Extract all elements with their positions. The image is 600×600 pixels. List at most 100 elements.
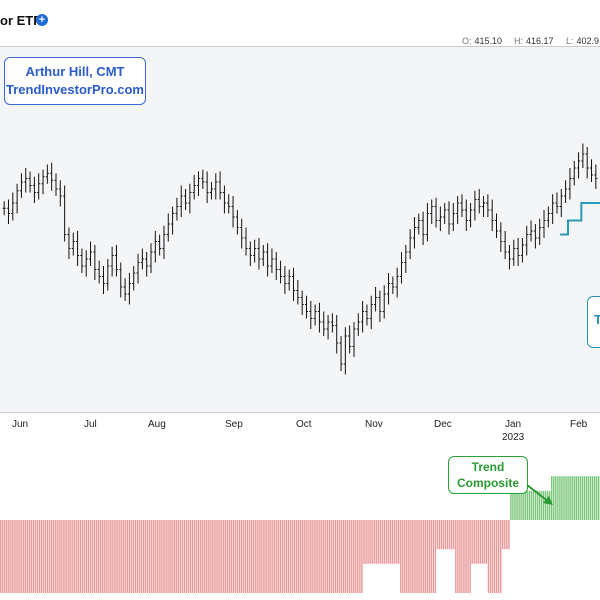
ohlc-low: L: 402.9	[566, 36, 600, 46]
indicator-bar	[85, 520, 88, 593]
indicator-bar	[63, 520, 65, 593]
indicator-bar	[487, 520, 490, 593]
indicator-bar	[302, 520, 304, 593]
ohlc-bar	[512, 239, 516, 266]
ohlc-bar	[41, 169, 45, 195]
ohlc-bar	[222, 185, 226, 214]
ohlc-bar	[140, 248, 144, 270]
indicator-bar	[91, 520, 94, 593]
ohlc-bar	[339, 336, 343, 371]
indicator-bar	[93, 520, 96, 593]
indicator-bar	[526, 490, 528, 520]
indicator-bar	[177, 520, 179, 593]
ohlc-bar	[110, 246, 114, 277]
ohlc-bar	[50, 162, 54, 191]
indicator-bar	[324, 520, 326, 593]
ohlc-bar	[76, 231, 80, 266]
ohlc-bar	[253, 239, 257, 263]
ohlc-bar	[19, 173, 23, 198]
indicator-bar	[53, 520, 55, 593]
ohlc-bar	[300, 290, 304, 315]
indicator-bar	[273, 520, 275, 593]
indicator-bar	[297, 520, 300, 593]
ohlc-bar	[80, 248, 84, 273]
indicator-bar	[265, 520, 267, 593]
ohlc-bar	[412, 217, 416, 249]
indicator-bar	[451, 520, 453, 550]
indicator-bar	[104, 520, 106, 593]
ohlc-bar	[184, 189, 188, 210]
ohlc-bar	[6, 199, 10, 224]
ohlc-bar	[572, 161, 576, 186]
author-annotation: Arthur Hill, CMT TrendInvestorPro.com	[4, 57, 146, 105]
price-plot-area[interactable]	[0, 47, 600, 412]
indicator-bar	[553, 476, 555, 520]
indicator-bar	[310, 520, 312, 593]
indicator-bar	[589, 476, 592, 520]
chart-title: or ETF	[0, 13, 42, 28]
ohlc-bar	[248, 241, 252, 266]
indicator-bar	[530, 490, 533, 520]
indicator-bar	[353, 520, 355, 593]
indicator-bar	[436, 520, 439, 550]
indicator-bar	[26, 520, 28, 593]
indicator-bar	[287, 520, 290, 593]
indicator-bar	[418, 520, 420, 593]
indicator-bar	[153, 520, 155, 593]
indicator-bar	[412, 520, 414, 593]
indicator-bar	[16, 520, 18, 593]
ohlc-bar	[559, 189, 563, 217]
indicator-bar	[542, 490, 545, 520]
add-indicator-icon[interactable]: +	[36, 14, 48, 26]
indicator-bar	[565, 476, 567, 520]
ohlc-bar	[153, 231, 157, 263]
indicator-bar	[477, 520, 479, 564]
ohlc-bar	[127, 273, 131, 305]
indicator-bar	[367, 520, 369, 564]
indicator-bar	[167, 520, 169, 593]
ohlc-bar	[343, 327, 347, 375]
indicator-bar	[71, 520, 73, 593]
indicator-bar	[510, 490, 512, 520]
indicator-bar	[230, 520, 233, 593]
price-chart[interactable]	[0, 47, 600, 412]
teal-annotation-label: T	[594, 312, 600, 327]
indicator-bar	[157, 520, 159, 593]
ohlc-bar	[590, 159, 594, 182]
indicator-bar	[414, 520, 416, 593]
indicator-bar	[132, 520, 135, 593]
indicator-bar	[108, 520, 110, 593]
indicator-bar	[100, 520, 102, 593]
trend-composite-chart[interactable]	[0, 447, 600, 600]
indicator-bar	[338, 520, 341, 593]
indicator-bar	[263, 520, 265, 593]
indicator-bar	[77, 520, 79, 593]
indicator-bar	[479, 520, 482, 564]
indicator-bar	[306, 520, 308, 593]
indicator-bar	[471, 520, 473, 564]
ohlc-bar	[93, 245, 97, 280]
ohlc-bar	[546, 206, 550, 228]
indicator-bar	[259, 520, 261, 593]
indicator-bar	[106, 520, 108, 593]
indicator-bar	[430, 520, 433, 593]
ohlc-bar	[240, 218, 244, 249]
ohlc-bar	[443, 203, 447, 224]
indicator-bar	[126, 520, 128, 593]
ohlc-bar	[166, 213, 170, 242]
indicator-bar	[369, 520, 371, 564]
ohlc-bar	[287, 269, 291, 291]
indicator-bar	[81, 520, 84, 593]
ohlc-bar	[585, 147, 589, 179]
ohlc-bar	[326, 315, 330, 340]
ohlc-bar	[261, 245, 265, 266]
indicator-bar	[4, 520, 6, 593]
ohlc-bar	[114, 245, 118, 277]
indicator-bar	[355, 520, 357, 593]
ohlc-bar	[382, 285, 386, 319]
ohlc-bar	[97, 260, 101, 284]
indicator-bar	[548, 490, 551, 520]
indicator-bar	[581, 476, 584, 520]
indicator-bar	[591, 476, 594, 520]
ohlc-bar	[89, 241, 93, 266]
